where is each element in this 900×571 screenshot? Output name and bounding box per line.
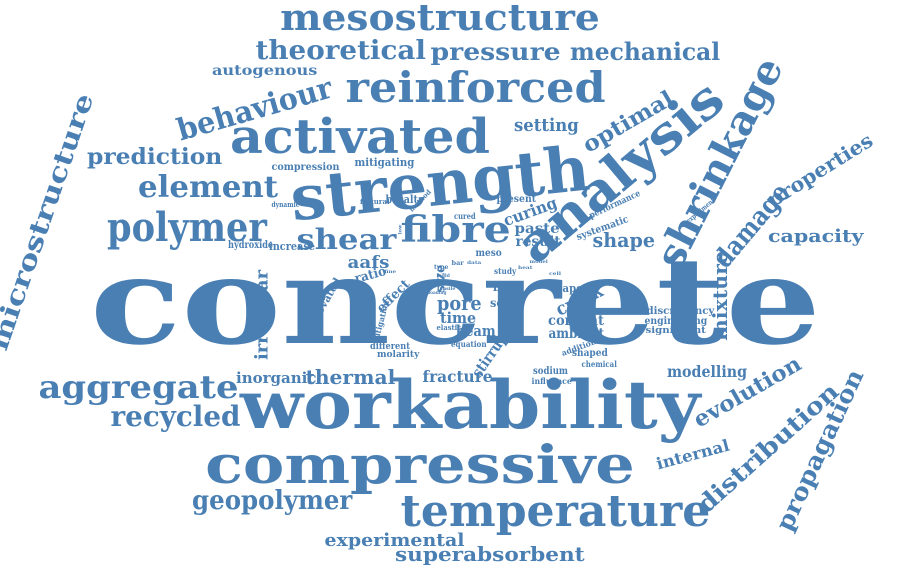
word-elastic: elastic	[436, 322, 462, 332]
word-aafs: aafs	[347, 252, 389, 273]
word-cell: cell	[548, 270, 562, 277]
word-prediction: prediction	[86, 144, 222, 170]
word-discrepancy: discrepancy	[645, 306, 714, 317]
word-lab: lab	[446, 280, 456, 287]
word-microstructure: microstructure	[0, 89, 100, 355]
word-present: present	[495, 194, 536, 205]
word-shear: shear	[296, 223, 396, 256]
word-irregular: irregular	[250, 270, 272, 360]
word-paste: paste	[514, 221, 560, 237]
word-time: time	[440, 308, 477, 327]
word-compressive: compressive	[205, 435, 635, 496]
word-study: study	[494, 266, 517, 276]
word-reinforced: reinforced	[345, 63, 606, 112]
word-result: result	[515, 234, 561, 250]
word-increase: increase	[268, 239, 316, 253]
word-inorganic: inorganic	[236, 368, 317, 387]
word-fine: fine	[384, 268, 396, 275]
word-localisation: localisation	[508, 298, 516, 334]
word-model: model	[528, 258, 548, 265]
word-scale: scale	[490, 296, 523, 310]
word-fibre: fibre	[399, 209, 511, 251]
word-experimental: experimental	[323, 530, 464, 551]
word-polymer: polymer	[107, 204, 267, 251]
word-type: type	[434, 264, 449, 271]
word-crumb: crumb	[537, 278, 554, 285]
word-influence: influence	[530, 376, 572, 386]
word-loading: loading	[428, 289, 447, 296]
word-paper: paper	[555, 281, 588, 295]
word-geopolymer: geopolymer	[192, 486, 353, 516]
word-fly: fly	[435, 278, 444, 285]
word-mechanical: mechanical	[570, 37, 721, 66]
word-activated: activated	[229, 109, 491, 165]
word-significant: significant	[644, 325, 706, 336]
word-autogenous: autogenous	[211, 63, 317, 79]
word-chemical: chemical	[581, 359, 617, 369]
word-ambient: ambient	[547, 326, 604, 342]
word-beam: beam	[455, 321, 496, 340]
word-compression: compression	[270, 162, 339, 173]
word-bfrp: bfrp	[493, 280, 520, 294]
word-flexural: flexural	[360, 196, 390, 206]
word-tensile: tensile	[437, 285, 455, 292]
word-sodium: sodium	[532, 366, 568, 377]
word-different: different	[370, 341, 410, 352]
word-data: data	[466, 259, 482, 266]
word-shaped: shaped	[571, 348, 608, 359]
word-pore: pore	[436, 291, 482, 315]
word-hydroxide: hydroxide	[227, 240, 273, 251]
word-build: build	[436, 272, 450, 279]
word-low: low	[397, 224, 404, 234]
word-meso: meso	[475, 248, 502, 259]
word-equation: equation	[450, 339, 487, 349]
word-aggregate: aggregate	[37, 368, 238, 406]
word-superabsorbent: superabsorbent	[394, 542, 585, 566]
word-capacity: capacity	[767, 226, 864, 247]
word-temperature: temperature	[400, 486, 710, 537]
word-engineering: engineering	[644, 316, 708, 327]
word-theoretical: theoretical	[254, 36, 426, 66]
word-mixture: mixture	[707, 251, 732, 341]
word-concrete: concrete	[89, 231, 821, 372]
word-heat: heat	[517, 264, 533, 271]
word-setting: setting	[513, 115, 579, 136]
word-properties: properties	[762, 128, 878, 212]
word-fracture: fracture	[421, 367, 493, 386]
word-effective: effective	[608, 281, 632, 288]
word-cured: cured	[453, 211, 476, 221]
word-thermal: thermal	[305, 365, 395, 389]
word-modelling: modelling	[666, 362, 748, 381]
word-shape: shape	[592, 228, 655, 252]
word-rate: rate	[399, 310, 411, 317]
word-workability: workability	[240, 366, 701, 444]
word-molarity: molarity	[377, 349, 420, 360]
word-basalt: basalt	[385, 192, 418, 206]
word-mitigating: mitigating	[353, 155, 414, 169]
word-pressure: pressure	[430, 37, 561, 66]
word-dynamic: dynamic	[271, 199, 299, 209]
word-mesostructure: mesostructure	[280, 0, 600, 39]
word-tests: tests	[632, 306, 648, 313]
word-recycled: recycled	[110, 400, 240, 433]
word-damage-small: damage	[622, 294, 643, 301]
word-bar: bar	[450, 260, 464, 267]
word-content: content	[548, 313, 605, 329]
word-element: element	[138, 170, 279, 205]
